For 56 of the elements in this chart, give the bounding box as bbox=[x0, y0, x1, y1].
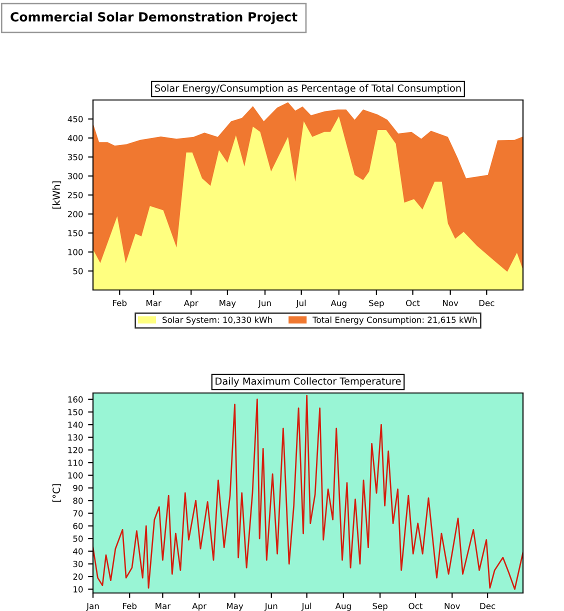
x-tick-label: Mar bbox=[156, 602, 171, 610]
x-tick-label: Feb bbox=[113, 300, 127, 306]
x-tick-label: Sep bbox=[372, 602, 388, 611]
line-series bbox=[93, 394, 523, 590]
x-tick-label: Aug bbox=[330, 300, 346, 308]
y-tick-label: 150 bbox=[68, 408, 83, 416]
y-tick-label: 10 bbox=[74, 586, 83, 592]
y-axis-title: [°C] bbox=[52, 484, 62, 502]
chart-title: Solar Energy/Consumption as Percentage of Total Consumption bbox=[155, 84, 461, 94]
y-tick-label: 80 bbox=[73, 498, 83, 504]
legend-label: Solar System: 10,330 kWh bbox=[162, 316, 272, 325]
y-tick-label: 60 bbox=[73, 522, 83, 530]
y-axis-title: [kWh] bbox=[52, 181, 62, 209]
x-tick-label: Nov bbox=[444, 602, 460, 610]
y-tick-label: 150 bbox=[68, 230, 83, 236]
y-tick-label: 100 bbox=[68, 472, 83, 479]
x-tick-label: Oct bbox=[406, 300, 420, 306]
y-tick-label: 450 bbox=[68, 116, 83, 122]
y-tick-label: 140 bbox=[68, 422, 83, 428]
x-tick-label: Oct bbox=[408, 602, 423, 610]
x-tick-label: Apr bbox=[184, 300, 198, 308]
x-tick-label: Sep bbox=[369, 300, 384, 308]
y-tick-label: 250 bbox=[68, 192, 83, 198]
x-tick-label: Aug bbox=[335, 602, 351, 611]
x-tick-label: May bbox=[220, 300, 236, 308]
x-tick-label: Dec bbox=[479, 300, 494, 306]
x-tick-label: Jun bbox=[264, 602, 278, 611]
y-tick-label: 20 bbox=[73, 574, 83, 580]
y-tick-label: 30 bbox=[73, 560, 83, 568]
y-tick-label: 200 bbox=[68, 210, 83, 218]
y-tick-label: 400 bbox=[68, 134, 83, 142]
x-tick-label: May bbox=[226, 602, 244, 611]
x-tick-label: Dec bbox=[480, 602, 496, 610]
x-tick-label: Nov bbox=[443, 300, 458, 306]
y-tick-label: 350 bbox=[68, 154, 83, 160]
y-tick-label: 50 bbox=[73, 268, 83, 274]
y-tick-label: 110 bbox=[68, 460, 83, 466]
x-tick-label: Jan bbox=[86, 602, 99, 611]
x-tick-label: Apr bbox=[192, 602, 207, 611]
y-tick-label: 90 bbox=[73, 484, 83, 492]
y-tick-label: 160 bbox=[68, 396, 83, 403]
y-tick-label: 100 bbox=[68, 248, 83, 256]
y-tick-label: 120 bbox=[68, 446, 83, 454]
y-tick-label: 50 bbox=[73, 536, 83, 542]
chart-title: Daily Maximum Collector Temperature bbox=[216, 377, 401, 387]
y-tick-label: 300 bbox=[68, 172, 83, 180]
y-tick-label: 130 bbox=[68, 434, 83, 441]
x-tick-label: Mar bbox=[146, 300, 162, 306]
x-tick-label: Jun bbox=[258, 300, 271, 308]
x-tick-label: Jul bbox=[301, 602, 312, 611]
legend-label: Total Energy Consumption: 21,615 kWh bbox=[312, 316, 477, 325]
x-tick-label: Jul bbox=[296, 300, 306, 308]
y-tick-label: 70 bbox=[73, 510, 83, 517]
y-tick-label: 40 bbox=[73, 548, 83, 555]
x-tick-label: Feb bbox=[123, 602, 137, 610]
text: Commercial Solar Demonstration Project bbox=[10, 12, 298, 24]
